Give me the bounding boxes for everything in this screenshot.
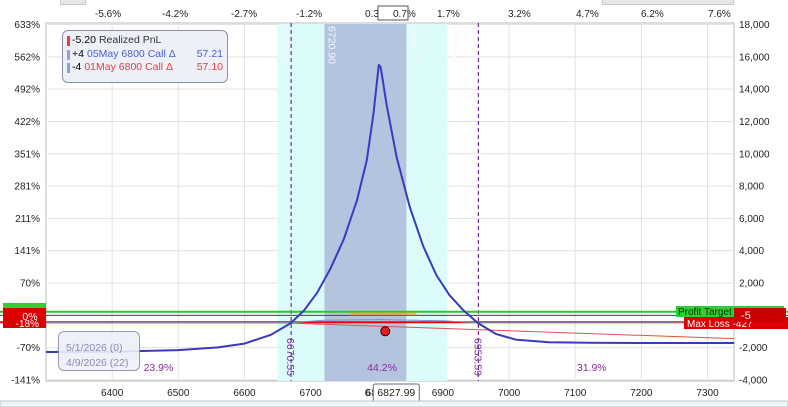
- pct-tick-label: 3.2%: [508, 9, 531, 20]
- zero-right-label: -5: [741, 310, 751, 322]
- pct-tick-label: -2.7%: [231, 9, 257, 20]
- bottom-panel-edge: [0, 400, 788, 407]
- band-edge-label: 6906.63: [448, 26, 460, 64]
- pct-tick-label: -4.2%: [162, 9, 188, 20]
- y-right-tick: 10,000: [739, 149, 770, 160]
- y-left-tick: 633%: [14, 20, 40, 31]
- y-right-tick: -2,000: [739, 343, 768, 354]
- x-tick-label: 6900: [432, 388, 455, 399]
- legend-delta-value: 57.21: [196, 47, 223, 60]
- pct-tick-label: 7.6%: [708, 9, 731, 20]
- legend-qty: -5.20: [72, 34, 96, 46]
- profit-target-label: Profit Target: [678, 307, 732, 318]
- current-price-marker: [380, 326, 391, 337]
- zero-right-badge: [734, 308, 786, 322]
- y-right-tick: 12,000: [739, 117, 770, 128]
- zero-pct-badge: [3, 308, 46, 328]
- legend-item-realized-pnl: -5.20 Realized PnL: [67, 34, 223, 48]
- y-right-tick: 16,000: [739, 52, 770, 63]
- x-tick-label: 7000: [498, 388, 521, 399]
- y-left-tick-neg: -18%: [16, 319, 39, 330]
- zero-pct-label: 0%: [22, 311, 37, 323]
- legend-desc: 05May 6800 Call Δ: [86, 47, 176, 60]
- legend-desc: 01May 6800 Call Δ: [84, 61, 174, 73]
- y-right-tick: 14,000: [739, 85, 770, 96]
- y-right-tick: -4,000: [739, 376, 768, 387]
- legend-swatch: [67, 36, 70, 46]
- legend-swatch: [67, 63, 70, 73]
- pct-tick-label: 1.7%: [437, 9, 460, 20]
- max-loss-label: Max Loss -427: [687, 319, 753, 330]
- zone-probability-label: 23.9%: [144, 362, 174, 374]
- band-edge-label: 6720.90: [325, 26, 337, 64]
- cursor-x-prefix: 6: [365, 388, 371, 399]
- y-left-tick: 70%: [20, 279, 40, 290]
- y-left-tick: 422%: [14, 117, 40, 128]
- x-tick-label: 6700: [299, 388, 322, 399]
- current-price-label: 6827.99: [377, 387, 415, 399]
- legend-item-long-call: +4 05May 6800 Call Δ 57.21: [67, 48, 223, 62]
- pct-tick-label: 6.2%: [641, 9, 664, 20]
- x-tick-label: 7200: [630, 388, 653, 399]
- y-right-tick: 4,000: [739, 246, 764, 257]
- top-left-button[interactable]: [60, 0, 86, 5]
- x-tick-label: 7100: [564, 388, 587, 399]
- breakeven-label: 6670.55: [284, 338, 296, 376]
- top-right-button-group[interactable]: [602, 0, 734, 5]
- x-tick-label: 6400: [101, 388, 124, 399]
- y-left-tick: 562%: [14, 52, 40, 63]
- band-edge-label: 6650.06: [279, 26, 291, 64]
- pct-tick-label: -5.6%: [95, 9, 121, 20]
- breakeven-label: 6953.59: [471, 338, 483, 376]
- y-left-tick: 351%: [14, 149, 40, 160]
- pct-tick-label: 0.7%: [393, 9, 416, 20]
- pct-tick-label: 0.3: [365, 9, 379, 20]
- legend-item-short-call: -4 01May 6800 Call Δ 57.10: [67, 61, 223, 75]
- y-left-tick: -70%: [17, 343, 40, 354]
- date-current[interactable]: 4/9/2026 (22): [66, 357, 129, 369]
- legend-desc: Realized PnL: [98, 34, 162, 46]
- legend-box: -5.20 Realized PnL +4 05May 6800 Call Δ …: [62, 30, 228, 83]
- x-tick-label: 6600: [233, 388, 256, 399]
- pct-tick-label: -1.2%: [296, 9, 322, 20]
- y-left-tick: 141%: [14, 246, 40, 257]
- y-right-tick: 18,000: [739, 20, 770, 31]
- y-right-tick: 8,000: [739, 182, 764, 193]
- date-expiry[interactable]: 5/1/2026 (0): [66, 342, 123, 354]
- legend-delta-value: 57.10: [196, 61, 223, 73]
- realized-line: [290, 322, 735, 340]
- date-selector[interactable]: 5/1/2026 (0) 4/9/2026 (22): [58, 331, 140, 371]
- x-tick-label: 6500: [167, 388, 190, 399]
- y-left-tick: -141%: [11, 376, 40, 387]
- pct-current-box: [377, 5, 409, 21]
- y-left-tick: 281%: [14, 182, 40, 193]
- zero-pct-badge-top: [3, 303, 46, 308]
- pnl-curve: [45, 63, 734, 353]
- zone-probability-label: 31.9%: [577, 362, 607, 374]
- band-edge-label: 6844.72: [407, 26, 419, 64]
- inner-range-band: [324, 24, 407, 381]
- x-tick-label: 7300: [696, 388, 719, 399]
- zone-probability-label: 44.2%: [367, 362, 397, 374]
- y-left-tick: 492%: [14, 85, 40, 96]
- y-right-tick: 2,000: [739, 279, 764, 290]
- legend-qty: +4: [72, 47, 84, 60]
- profit-target-badge: [676, 306, 784, 317]
- y-right-tick: 6,000: [739, 214, 764, 225]
- pct-tick-label: 4.7%: [576, 9, 599, 20]
- legend-swatch: [67, 49, 70, 60]
- y-left-tick: 211%: [15, 214, 40, 225]
- legend-qty: -4: [72, 61, 82, 73]
